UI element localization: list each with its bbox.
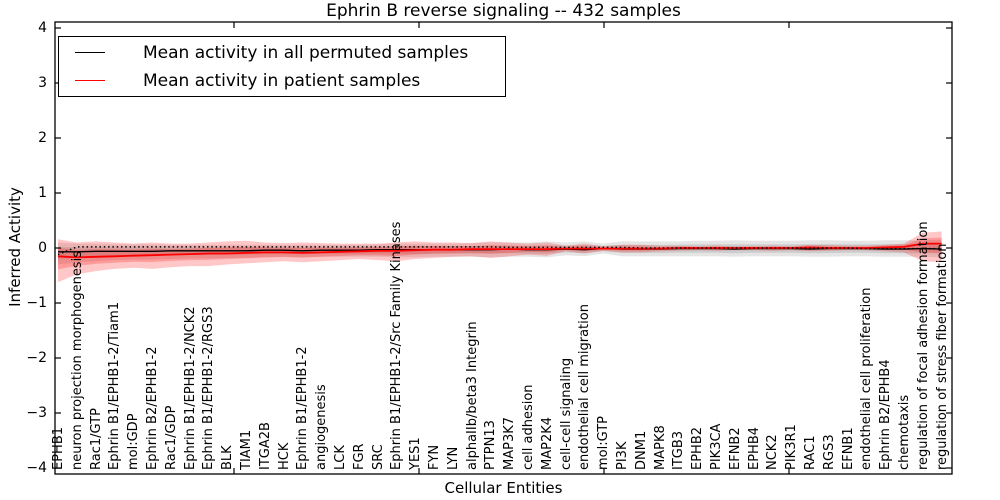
- x-category-label: MAP3K7: [502, 416, 518, 470]
- x-category-label: EPHB1: [51, 426, 66, 470]
- x-category-label: ITGB3: [671, 430, 687, 470]
- x-category-label: LYN: [445, 446, 461, 470]
- y-tick-label: −2: [26, 350, 47, 366]
- x-category-label: Rac1/GTP: [88, 408, 104, 470]
- x-category-label: Ephrin B2/EPHB4: [878, 359, 894, 470]
- x-category-label: EPHB2: [690, 426, 706, 470]
- x-category-label: FYN: [427, 444, 442, 470]
- y-tick-label: 4: [38, 20, 47, 36]
- x-category-label: EFNB2: [727, 427, 743, 470]
- y-tick-label: −3: [26, 405, 47, 421]
- x-category-label: cell adhesion: [521, 384, 536, 470]
- patient-mean-line: [57, 242, 942, 259]
- legend: Mean activity in all permuted samples Me…: [58, 36, 506, 97]
- patient-band-outer: [58, 231, 942, 283]
- legend-entry-permuted: Mean activity in all permuted samples: [59, 42, 505, 64]
- x-category-label: Ephrin B1/EPHB1-2: [295, 346, 311, 470]
- y-tick-label: 1: [38, 185, 47, 201]
- x-category-label: HCK: [276, 442, 292, 470]
- x-category-label: neuron projection morphogenesis: [69, 251, 85, 470]
- x-category-label: RAC1: [803, 435, 818, 470]
- x-category-label: DNM1: [633, 430, 649, 470]
- x-category-label: regulation of focal adhesion formation: [915, 221, 931, 470]
- x-category-label: alphaIIb/beta3 Integrin: [464, 321, 480, 470]
- x-category-label: endothelial cell proliferation: [859, 287, 875, 471]
- x-category-label: MAP2K4: [539, 416, 555, 470]
- x-category-label: EPHB4: [746, 426, 762, 470]
- y-tick-label: −1: [26, 295, 47, 311]
- patient-line-swatch: [75, 80, 105, 81]
- x-category-label: Ephrin B2/EPHB1-2: [145, 346, 160, 470]
- x-category-label: mol:GTP: [596, 416, 612, 470]
- x-category-label: angiogenesis: [314, 384, 330, 470]
- x-axis-title: Cellular Entities: [444, 479, 563, 497]
- x-category-label: chemotaxis: [897, 394, 912, 470]
- dotted-baseline: [57, 246, 942, 256]
- x-category-label: mol:GDP: [126, 413, 142, 470]
- x-category-label: MAPK8: [652, 425, 668, 470]
- x-category-label: TIAM1: [239, 429, 254, 470]
- legend-entry-patient: Mean activity in patient samples: [59, 70, 505, 92]
- x-category-label: endothelial cell migration: [577, 304, 593, 470]
- permuted-band-outer: [58, 239, 942, 265]
- y-tick-label: 3: [38, 75, 47, 91]
- legend-label-permuted: Mean activity in all permuted samples: [143, 42, 469, 63]
- x-category-label: EFNB1: [840, 427, 856, 470]
- x-category-label: PI3K: [615, 441, 630, 470]
- x-category-label: PTPN13: [483, 420, 499, 470]
- x-category-label: PIK3CA: [709, 423, 724, 470]
- permuted-line-swatch: [75, 52, 105, 53]
- x-category-label: SRC: [370, 444, 386, 470]
- x-category-label: Ephrin B1/EPHB1-2/Tiam1: [107, 301, 123, 470]
- x-category-label: PIK3R1: [784, 424, 800, 470]
- x-category-label: Ephrin B1/EPHB1-2/Src Family Kinases: [389, 221, 405, 470]
- chart-title: Ephrin B reverse signaling -- 432 sample…: [326, 1, 681, 21]
- x-category-label: NCK2: [765, 434, 781, 470]
- x-category-label: ITGA2B: [257, 422, 273, 470]
- x-category-label: Ephrin B1/EPHB1-2/RGS3: [201, 306, 217, 470]
- x-category-label: YES1: [408, 437, 424, 470]
- y-tick-label: −4: [26, 460, 47, 476]
- x-category-label: Ephrin B1/EPHB1-2/NCK2: [182, 306, 198, 470]
- x-category-label: RGS3: [821, 434, 837, 470]
- x-category-label: BLK: [220, 445, 236, 470]
- x-category-label: LCK: [333, 445, 348, 470]
- x-category-label: cell-cell signaling: [558, 357, 574, 470]
- y-tick-label: 0: [38, 240, 47, 256]
- x-category-label: FGR: [351, 443, 367, 470]
- x-category-label: regulation of stress fiber formation: [934, 243, 950, 470]
- legend-label-patient: Mean activity in patient samples: [143, 70, 421, 91]
- x-category-label: Rac1/GDP: [163, 405, 179, 470]
- y-tick-label: 2: [38, 130, 47, 146]
